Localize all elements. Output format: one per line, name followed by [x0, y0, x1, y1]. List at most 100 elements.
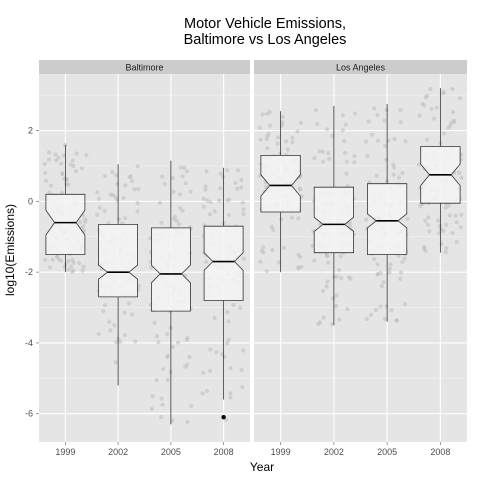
x-tick-label: 2008 — [214, 447, 234, 457]
jitter-point — [74, 151, 79, 156]
jitter-point — [114, 173, 119, 178]
jitter-point — [185, 337, 190, 343]
jitter-point — [205, 198, 210, 203]
jitter-point — [269, 224, 274, 229]
jitter-point — [123, 183, 128, 188]
jitter-point — [157, 200, 162, 205]
jitter-point — [403, 139, 408, 144]
jitter-point — [201, 196, 206, 201]
jitter-point — [383, 143, 388, 149]
jitter-point — [165, 332, 170, 337]
jitter-point — [81, 224, 86, 229]
jitter-point — [317, 149, 322, 154]
jitter-point — [66, 267, 71, 272]
jitter-point — [290, 215, 295, 220]
jitter-point — [372, 257, 377, 262]
jitter-point — [203, 187, 208, 192]
jitter-point — [96, 196, 101, 201]
jitter-point — [276, 260, 281, 265]
jitter-point — [450, 231, 455, 236]
panel-background — [254, 74, 467, 442]
jitter-point — [176, 222, 182, 227]
jitter-point — [241, 256, 246, 261]
jitter-point — [364, 316, 369, 321]
jitter-point — [113, 360, 118, 365]
jitter-point — [387, 266, 392, 271]
jitter-point — [68, 264, 74, 269]
y-tick-label: -4 — [25, 338, 33, 348]
jitter-point — [227, 197, 232, 202]
jitter-point — [62, 264, 67, 270]
jitter-point — [188, 189, 193, 194]
chart-title-line-2: Baltimore vs Los Angeles — [184, 32, 347, 48]
jitter-point — [326, 260, 331, 265]
jitter-point — [265, 134, 270, 139]
notched-box — [203, 225, 244, 301]
jitter-point — [400, 260, 405, 265]
jitter-point — [135, 164, 140, 169]
jitter-point — [174, 218, 179, 223]
jitter-point — [130, 178, 135, 184]
jitter-point — [204, 259, 209, 264]
jitter-point — [156, 340, 161, 345]
jitter-point — [228, 395, 233, 400]
jitter-point — [343, 150, 348, 155]
jitter-point — [327, 156, 332, 161]
jitter-point — [370, 132, 375, 137]
jitter-point — [235, 186, 240, 191]
jitter-point — [64, 178, 69, 183]
jitter-point — [325, 254, 330, 259]
jitter-point — [325, 279, 330, 284]
jitter-point — [421, 246, 427, 251]
jitter-point — [387, 270, 392, 275]
jitter-point — [324, 284, 329, 289]
jitter-point — [330, 133, 335, 139]
jitter-point — [122, 310, 127, 315]
jitter-point — [108, 328, 113, 333]
jitter-point — [241, 207, 246, 212]
jitter-point — [436, 218, 441, 223]
jitter-point — [457, 96, 462, 101]
jitter-point — [113, 195, 118, 200]
jitter-point — [384, 107, 389, 113]
jitter-point — [42, 162, 48, 167]
jitter-point — [434, 105, 439, 110]
box-1999 — [260, 111, 301, 273]
jitter-point — [365, 153, 370, 158]
jitter-point — [101, 309, 106, 314]
jitter-point — [152, 320, 157, 325]
jitter-point — [218, 186, 223, 191]
jitter-point — [84, 152, 89, 158]
jitter-point — [384, 304, 389, 309]
jitter-point — [444, 246, 449, 251]
jitter-point — [375, 113, 380, 118]
x-tick-label: 2002 — [108, 447, 128, 457]
jitter-point — [46, 150, 52, 155]
jitter-point — [258, 137, 263, 142]
jitter-point — [260, 112, 265, 117]
jitter-point — [417, 113, 422, 118]
jitter-point — [343, 122, 348, 127]
jitter-point — [116, 217, 122, 222]
jitter-point — [43, 257, 48, 262]
jitter-point — [374, 173, 379, 178]
jitter-point — [180, 208, 185, 213]
jitter-point — [102, 173, 108, 179]
jitter-point — [203, 184, 208, 189]
jitter-point — [326, 151, 331, 156]
jitter-point — [47, 265, 53, 270]
jitter-point — [422, 103, 427, 108]
jitter-point — [54, 158, 59, 163]
jitter-point — [458, 225, 463, 230]
jitter-point — [204, 169, 209, 174]
jitter-point — [257, 125, 262, 130]
jitter-point — [310, 243, 315, 248]
jitter-point — [280, 114, 285, 120]
jitter-point — [397, 175, 402, 180]
jitter-point — [441, 228, 446, 234]
jitter-point — [398, 270, 404, 275]
y-axis: -6 -4 -2 0 2 — [25, 126, 39, 419]
jitter-point — [342, 139, 347, 144]
jitter-point — [373, 307, 379, 312]
